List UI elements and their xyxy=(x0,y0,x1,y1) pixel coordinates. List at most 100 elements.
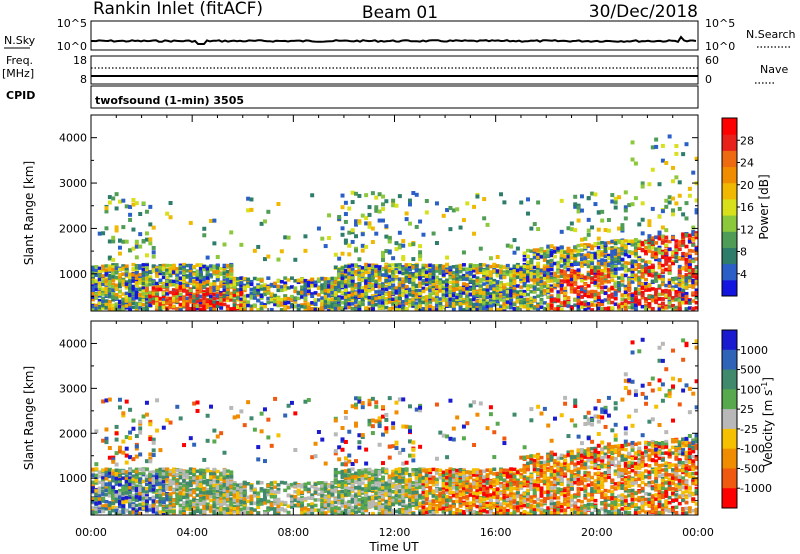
heatmap-cell xyxy=(606,294,611,298)
heatmap-cell xyxy=(394,286,399,291)
heatmap-cell xyxy=(209,275,213,279)
heatmap-cell xyxy=(158,287,163,292)
heatmap-cell xyxy=(559,198,564,203)
heatmap-cell xyxy=(633,295,638,300)
heatmap-cell xyxy=(273,299,278,304)
heatmap-cell xyxy=(499,266,504,271)
heatmap-cell xyxy=(151,280,156,284)
heatmap-cell xyxy=(529,284,534,288)
heatmap-cell xyxy=(627,254,632,259)
heatmap-cell xyxy=(522,301,527,305)
heatmap-cell xyxy=(542,291,547,295)
heatmap-cell xyxy=(434,266,439,270)
heatmap-cell xyxy=(465,290,470,294)
heatmap-cell xyxy=(259,287,264,291)
colorbar-swatch xyxy=(722,134,737,151)
heatmap-cell xyxy=(573,270,578,275)
heatmap-cell xyxy=(563,300,568,305)
heatmap-cell xyxy=(613,267,618,272)
heatmap-cell xyxy=(418,304,423,309)
heatmap-cell xyxy=(185,299,190,303)
colorbar-swatch xyxy=(722,215,737,232)
heatmap-cell xyxy=(475,279,480,283)
heatmap-cell xyxy=(209,218,213,223)
heatmap-cell xyxy=(499,305,504,310)
heatmap-cell xyxy=(313,307,318,311)
heatmap-cell xyxy=(256,307,261,311)
heatmap-cell xyxy=(202,267,207,271)
heatmap-cell xyxy=(509,298,514,303)
heatmap-cell xyxy=(222,302,227,307)
heatmap-cell xyxy=(475,307,480,311)
heatmap-cell xyxy=(505,295,510,299)
heatmap-cell xyxy=(620,301,625,306)
heatmap-cell xyxy=(509,305,514,310)
heatmap-cell xyxy=(384,297,389,301)
heatmap-cell xyxy=(613,280,618,285)
heatmap-cell xyxy=(569,256,574,260)
heatmap-cell xyxy=(600,240,605,245)
heatmap-cell xyxy=(610,259,615,263)
heatmap-cell xyxy=(556,304,561,309)
heatmap-cell xyxy=(451,280,456,284)
heatmap-cell xyxy=(283,284,288,288)
heatmap-cell xyxy=(374,205,379,210)
heatmap-cell xyxy=(684,267,689,271)
heatmap-cell xyxy=(360,232,365,237)
heatmap-cell xyxy=(141,265,146,269)
heatmap-cell xyxy=(148,241,153,246)
heatmap-cell xyxy=(246,284,251,288)
heatmap-cell xyxy=(667,256,672,261)
heatmap-cell xyxy=(509,289,514,293)
heatmap-cell xyxy=(212,300,217,304)
heatmap-cell xyxy=(104,268,109,272)
heatmap-cell xyxy=(660,268,665,273)
heatmap-cell xyxy=(687,301,692,305)
heatmap-cell xyxy=(559,269,564,273)
colorbar-tick-label: 24 xyxy=(740,157,754,170)
heatmap-cell xyxy=(512,264,517,269)
heatmap-cell xyxy=(691,307,696,311)
heatmap-cell xyxy=(590,246,595,251)
heatmap-cell xyxy=(202,226,207,231)
heatmap-cell xyxy=(566,251,571,256)
heatmap-cell xyxy=(677,180,682,185)
heatmap-cell xyxy=(357,264,362,269)
heatmap-cell xyxy=(350,263,355,267)
heatmap-cell xyxy=(485,288,490,293)
heatmap-cell xyxy=(185,296,190,301)
heatmap-cell xyxy=(144,209,149,214)
heatmap-cell xyxy=(313,283,318,288)
heatmap-cell xyxy=(455,283,460,287)
heatmap-cell xyxy=(401,303,406,308)
heatmap-cell xyxy=(259,306,264,311)
heatmap-cell xyxy=(138,277,143,282)
heatmap-cell xyxy=(600,244,605,249)
heatmap-cell xyxy=(138,211,143,216)
beam-title: Beam 01 xyxy=(362,3,438,23)
nsky-label: N.Sky xyxy=(4,34,36,47)
heatmap-cell xyxy=(677,298,682,303)
heatmap-cell xyxy=(246,196,251,201)
heatmap-cell xyxy=(364,294,369,299)
nave-label: Nave xyxy=(760,63,788,76)
heatmap-cell xyxy=(111,196,116,201)
heatmap-cell xyxy=(131,273,136,277)
heatmap-cell xyxy=(546,275,551,279)
heatmap-cell xyxy=(138,297,143,302)
heatmap-cell xyxy=(148,291,153,295)
heatmap-cell xyxy=(451,208,456,213)
heatmap-cell xyxy=(671,295,675,300)
heatmap-cell xyxy=(505,290,510,294)
heatmap-cell xyxy=(276,284,281,289)
heatmap-cell xyxy=(91,275,95,280)
heatmap-cell xyxy=(492,303,497,307)
heatmap-cell xyxy=(606,217,611,222)
heatmap-cell xyxy=(677,269,682,274)
y-tick-label: 1000 xyxy=(59,268,87,281)
heatmap-cell xyxy=(347,267,352,272)
heatmap-cell xyxy=(657,297,662,301)
heatmap-cell xyxy=(681,288,686,293)
heatmap-cell xyxy=(546,277,551,281)
heatmap-cell xyxy=(276,257,281,262)
